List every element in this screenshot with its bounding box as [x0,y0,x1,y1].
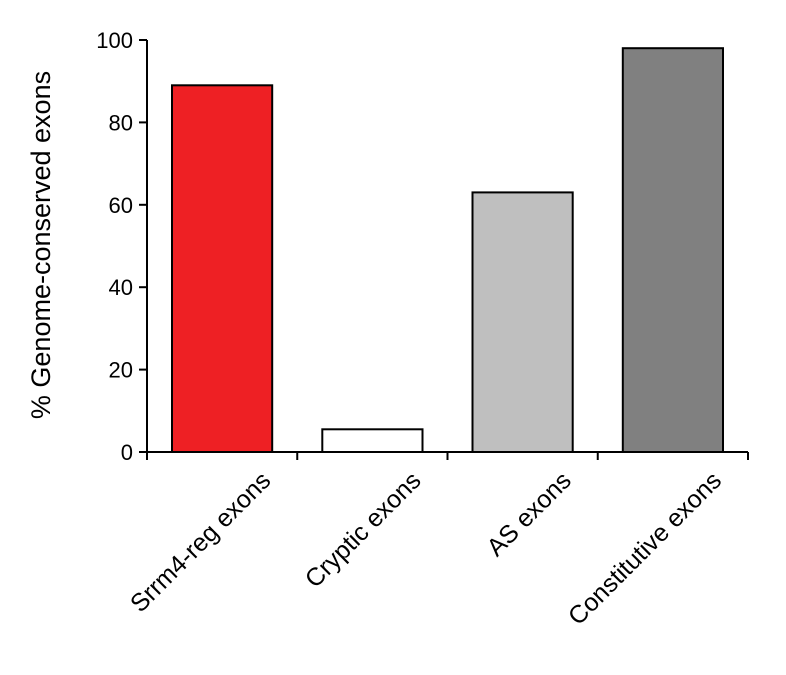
y-tick-label: 0 [121,440,133,465]
y-tick-label: 100 [96,28,133,53]
y-tick-label: 80 [109,110,133,135]
bar-4 [621,47,724,453]
x-category-label: Srrm4-reg exons [125,466,276,617]
x-category-label: Constitutive exons [563,466,727,630]
x-category-label: Cryptic exons [300,466,427,593]
bar-1 [171,84,274,454]
y-tick-label: 60 [109,193,133,218]
y-tick-label: 40 [109,275,133,300]
bars-group [171,47,724,454]
y-axis-title: % Genome-conserved exons [26,71,56,419]
bar-2 [321,428,424,453]
bar-3 [471,191,574,453]
x-category-label: AS exons [481,466,576,561]
y-tick-label: 20 [109,358,133,383]
